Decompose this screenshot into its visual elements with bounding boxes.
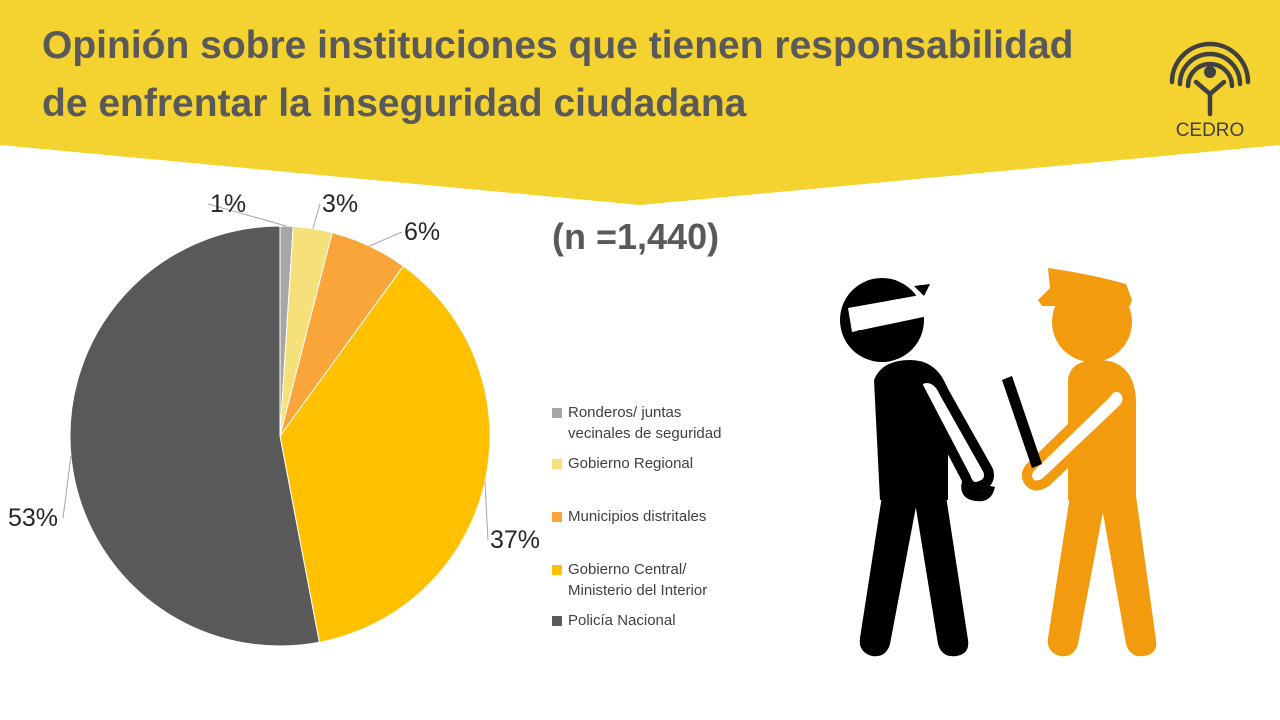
pie-value-labels: 1% 3% 6% 37% 53% bbox=[8, 190, 540, 554]
police-head bbox=[1052, 282, 1132, 362]
value-label-gobierno-regional: 3% bbox=[322, 190, 358, 218]
police-baton-icon bbox=[1002, 376, 1042, 468]
police-leg-right bbox=[1100, 496, 1157, 657]
cedro-logo: CEDRO bbox=[1169, 41, 1251, 141]
leader-line-ronderos bbox=[207, 203, 287, 227]
legend-swatch bbox=[552, 408, 562, 418]
legend-label: Ronderos/ juntas bbox=[568, 404, 682, 421]
logo-arc-middle bbox=[1177, 51, 1243, 87]
thief-figure bbox=[840, 278, 995, 657]
thief-arm bbox=[913, 372, 994, 492]
pie-leader-lines bbox=[62, 203, 489, 541]
header-banner bbox=[0, 0, 1280, 205]
logo-figure-head bbox=[1204, 66, 1216, 78]
page-title-line-2: de enfrentar la inseguridad ciudadana bbox=[42, 82, 747, 125]
sample-size-label: (n =1,440) bbox=[552, 216, 720, 257]
legend-swatch bbox=[552, 565, 562, 575]
thief-mask-eye bbox=[855, 330, 866, 340]
legend-label: Municipios distritales bbox=[568, 508, 707, 525]
value-label-municipios: 6% bbox=[404, 218, 440, 246]
logo-arc-outer bbox=[1169, 41, 1251, 85]
legend-label: Gobierno Central/ bbox=[568, 561, 687, 578]
legend-item-municipios: Municipios distritales bbox=[552, 506, 762, 527]
legend-label: Policía Nacional bbox=[568, 612, 676, 629]
legend-item-gobierno-central: Gobierno Central/ Ministerio del Interio… bbox=[552, 559, 762, 601]
value-label-policia: 53% bbox=[8, 504, 58, 532]
pie-slices bbox=[69, 225, 491, 647]
thief-mask-knot bbox=[914, 284, 930, 296]
legend-label: Ministerio del Interior bbox=[568, 582, 708, 599]
banner-shape bbox=[0, 0, 1280, 205]
value-label-ronderos: 1% bbox=[210, 190, 246, 218]
legend-item-gobierno-regional: Gobierno Regional bbox=[552, 453, 762, 474]
pie-chart: 1% 3% 6% 37% 53% bbox=[8, 190, 540, 647]
legend-swatch bbox=[552, 616, 562, 626]
thief-leg-right bbox=[914, 496, 969, 657]
leader-line-gobierno-regional bbox=[312, 203, 321, 229]
legend-item-ronderos: Ronderos/ juntas vecinales de seguridad bbox=[552, 402, 762, 444]
thief-mask-band bbox=[848, 294, 928, 332]
page-title-line-1: Opinión sobre instituciones que tienen r… bbox=[42, 24, 1074, 67]
pie-slice-gobierno-central bbox=[279, 265, 491, 643]
leader-line-municipios bbox=[369, 231, 403, 247]
legend-label: Gobierno Regional bbox=[568, 455, 694, 472]
legend-swatch bbox=[552, 459, 562, 469]
value-label-gobierno-central: 37% bbox=[490, 526, 540, 554]
logo-arc-inner bbox=[1185, 61, 1235, 89]
thief-leg-left bbox=[859, 496, 918, 657]
legend-swatch bbox=[552, 512, 562, 522]
leader-line-policia bbox=[62, 455, 72, 519]
illustration bbox=[840, 268, 1157, 657]
thief-hand bbox=[961, 478, 995, 502]
police-leg-left bbox=[1047, 496, 1106, 657]
police-arm bbox=[1021, 381, 1133, 491]
leader-line-gobierno-central bbox=[484, 481, 489, 541]
police-figure bbox=[1002, 268, 1157, 657]
legend-label: vecinales de seguridad bbox=[568, 425, 722, 442]
logo-text: CEDRO bbox=[1176, 120, 1245, 141]
legend-item-policia: Policía Nacional bbox=[552, 610, 762, 631]
